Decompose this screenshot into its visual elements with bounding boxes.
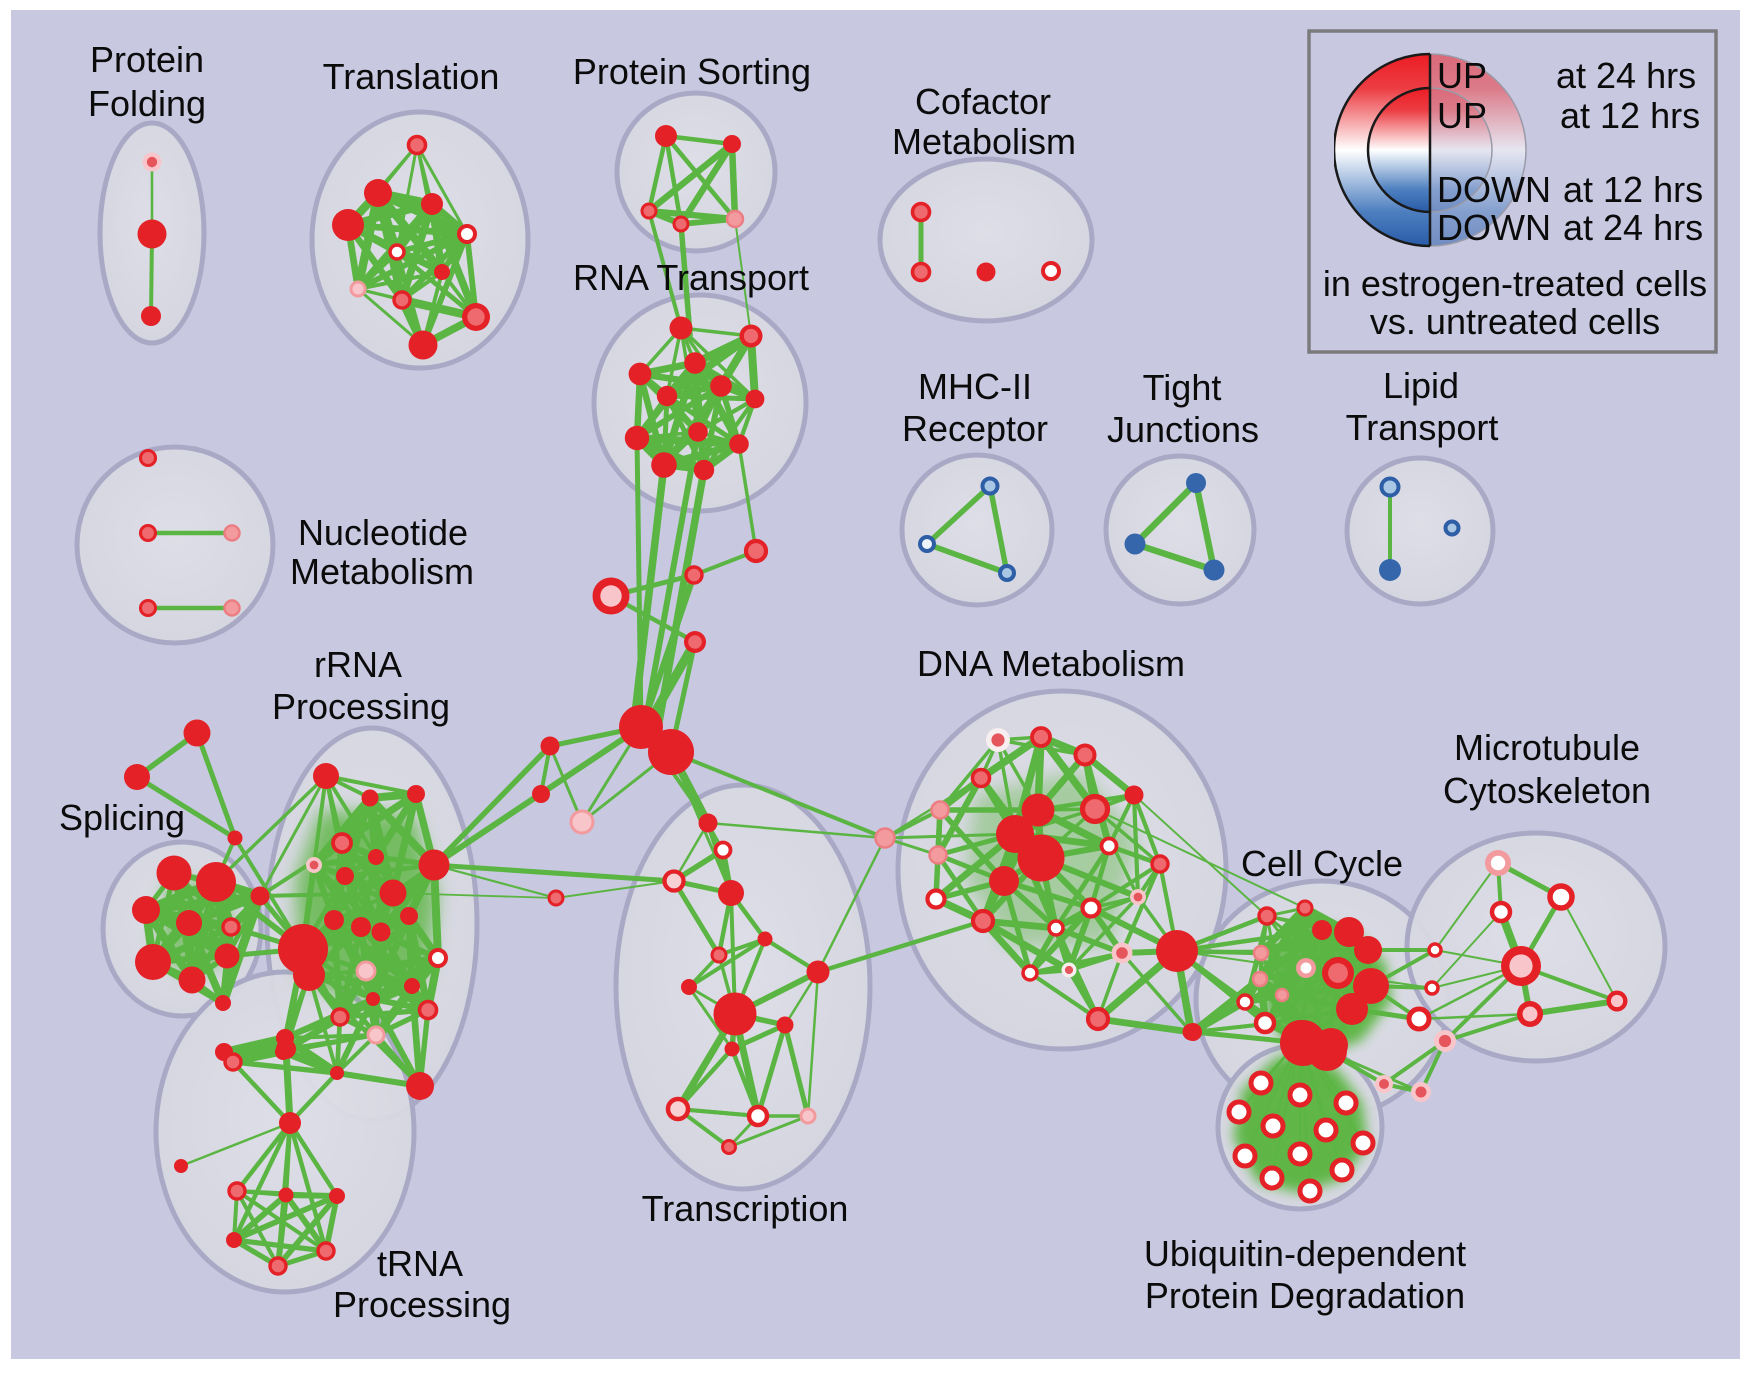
svg-text:Junctions: Junctions [1107,409,1259,450]
svg-text:Cell Cycle: Cell Cycle [1241,843,1403,884]
svg-text:rRNA: rRNA [314,644,402,685]
svg-text:vs. untreated cells: vs. untreated cells [1370,301,1660,342]
svg-text:Metabolism: Metabolism [892,121,1076,162]
svg-text:Ubiquitin-dependent: Ubiquitin-dependent [1144,1233,1466,1274]
svg-text:DOWN: DOWN [1437,207,1551,248]
svg-text:MHC-II: MHC-II [918,366,1032,407]
svg-text:Cofactor: Cofactor [915,81,1051,122]
svg-text:DOWN: DOWN [1437,169,1551,210]
svg-text:Microtubule: Microtubule [1454,727,1640,768]
svg-text:Transcription: Transcription [642,1188,849,1229]
svg-text:tRNA: tRNA [377,1243,463,1284]
svg-text:UP: UP [1437,95,1487,136]
svg-text:Folding: Folding [88,83,206,124]
svg-text:Protein Sorting: Protein Sorting [573,51,811,92]
svg-text:Receptor: Receptor [902,408,1048,449]
svg-text:Protein Degradation: Protein Degradation [1145,1275,1465,1316]
svg-text:Splicing: Splicing [59,797,185,838]
svg-text:Processing: Processing [333,1284,511,1325]
svg-text:Cytoskeleton: Cytoskeleton [1443,770,1651,811]
svg-text:DNA Metabolism: DNA Metabolism [917,643,1185,684]
svg-text:Processing: Processing [272,686,450,727]
svg-text:UP: UP [1437,55,1487,96]
svg-text:Lipid: Lipid [1383,365,1459,406]
svg-text:Metabolism: Metabolism [290,551,474,592]
svg-text:Translation: Translation [323,56,500,97]
svg-text:RNA Transport: RNA Transport [573,257,809,298]
svg-text:at 24 hrs: at 24 hrs [1556,55,1696,96]
svg-text:Transport: Transport [1346,407,1499,448]
svg-text:at 12 hrs: at 12 hrs [1563,169,1703,210]
svg-text:at 12 hrs: at 12 hrs [1560,95,1700,136]
svg-text:Tight: Tight [1143,367,1222,408]
svg-text:Nucleotide: Nucleotide [298,512,468,553]
svg-text:Protein: Protein [90,39,204,80]
svg-text:at 24 hrs: at 24 hrs [1563,207,1703,248]
svg-text:in estrogen-treated cells: in estrogen-treated cells [1323,263,1707,304]
